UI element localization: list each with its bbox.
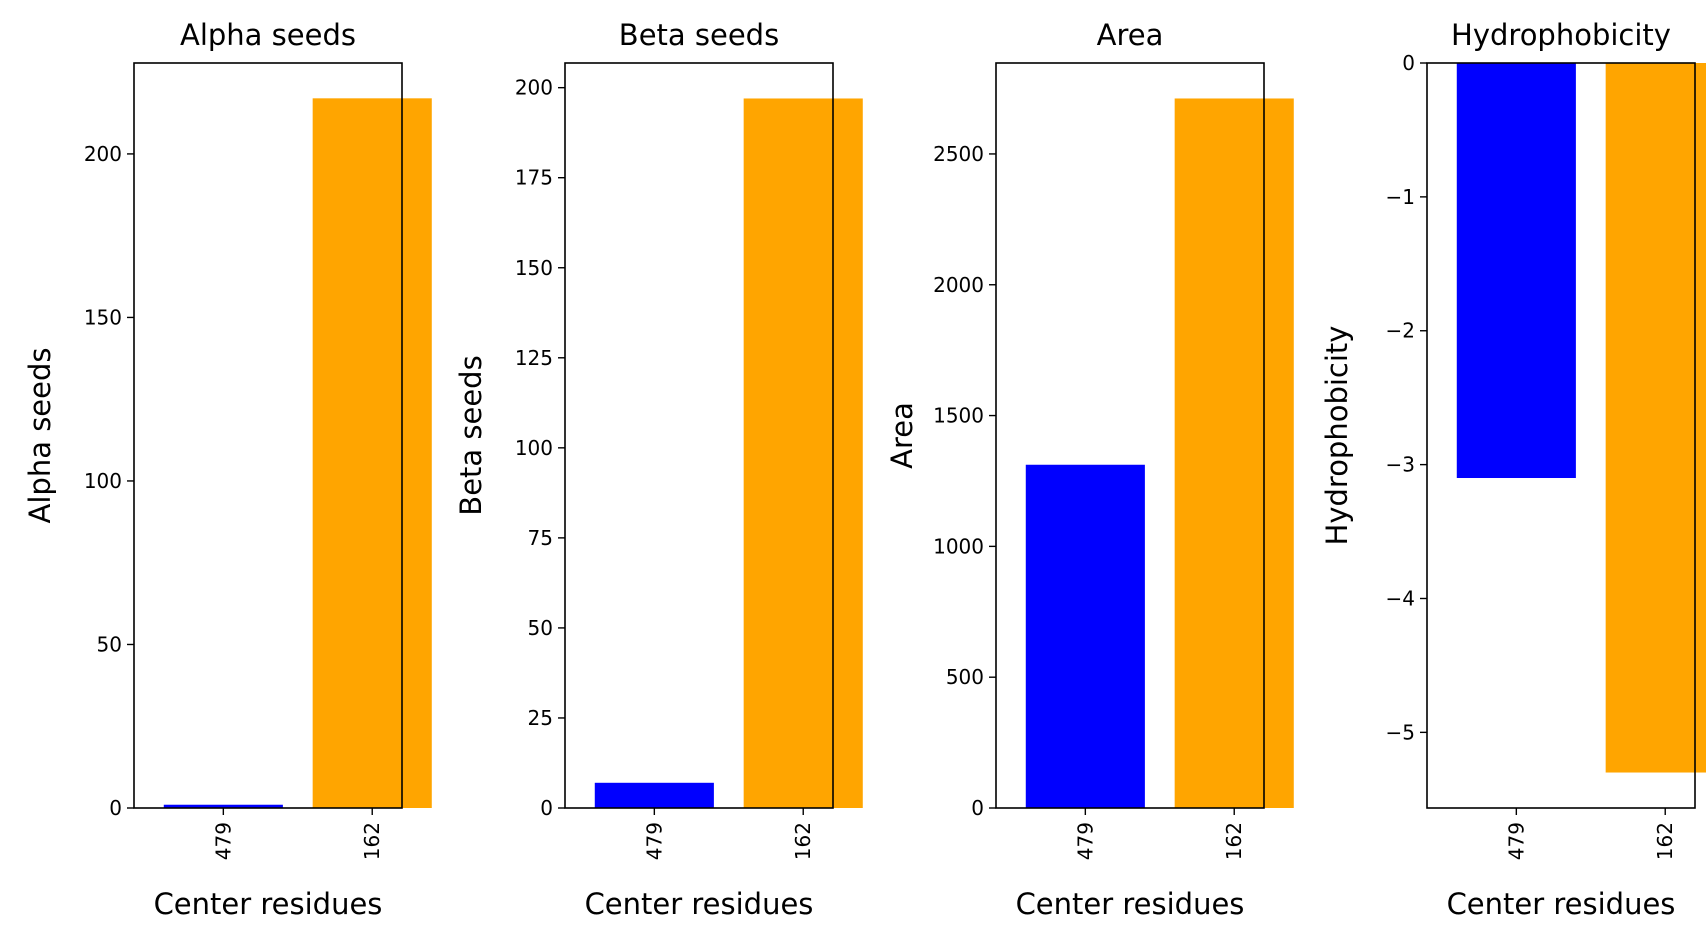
y-tick-label: 2000 (933, 273, 984, 297)
bar-162 (312, 98, 432, 809)
plot-frame (995, 62, 1265, 809)
y-tick-label: 0 (971, 796, 984, 820)
y-tick-label: 100 (515, 436, 553, 460)
y-tick-label: −3 (1386, 453, 1415, 477)
x-axis-label: Center residues (1447, 887, 1676, 921)
bar-479 (1456, 63, 1576, 479)
bar-479 (594, 782, 714, 808)
chart-panel-3: 0 500 1000 1500 2000 2500 479 162 Area Center res… (885, 18, 1294, 921)
y-tick-label: −5 (1386, 720, 1415, 744)
y-tick-label: 50 (97, 632, 122, 656)
y-axis-label: Alpha seeds (23, 348, 57, 524)
y-tick-label: 75 (528, 526, 553, 550)
bar-479 (163, 804, 283, 808)
y-tick-label: 200 (84, 142, 122, 166)
y-tick-label: 150 (515, 256, 553, 280)
chart-panel-4: 0 −1 −2 −3 −4 −5 479 162 Hydrophobicity Center re… (1320, 18, 1706, 921)
y-tick-label: −4 (1386, 586, 1415, 610)
x-tick-label: 479 (211, 822, 235, 860)
x-axis-label: Center residues (585, 887, 814, 921)
x-tick-label: 162 (791, 822, 815, 860)
y-tick-label: 0 (540, 796, 553, 820)
plot-frame (133, 62, 403, 809)
x-tick-label: 479 (1504, 822, 1528, 860)
y-tick-label: 0 (1402, 51, 1415, 75)
x-tick-label: 162 (1222, 822, 1246, 860)
bar-479 (1025, 464, 1145, 808)
y-axis-label: Beta seeds (454, 355, 488, 515)
y-tick-label: 100 (84, 469, 122, 493)
y-tick-label: 125 (515, 346, 553, 370)
chart-panel-1: 0 50 100 150 200 479 162 Alpha seeds Center resi… (23, 18, 432, 921)
chart-title: Alpha seeds (180, 18, 356, 52)
y-tick-label: 1000 (933, 534, 984, 558)
x-tick-label: 479 (642, 822, 666, 860)
chart-panel-2: 0 25 50 75 100 125 150 175 200 479 162 Beta seeds Ce… (454, 18, 863, 921)
y-tick-label: 500 (946, 665, 984, 689)
y-tick-label: 0 (109, 796, 122, 820)
y-tick-label: 50 (528, 616, 553, 640)
x-tick-label: 479 (1073, 822, 1097, 860)
y-tick-label: 200 (515, 76, 553, 100)
chart-title: Beta seeds (619, 18, 779, 52)
x-axis-label: Center residues (154, 887, 383, 921)
bar-162 (743, 98, 863, 808)
y-tick-label: 150 (84, 305, 122, 329)
y-tick-label: 175 (515, 166, 553, 190)
chart-title: Hydrophobicity (1451, 18, 1671, 52)
y-tick-label: −1 (1386, 185, 1415, 209)
x-axis-label: Center residues (1016, 887, 1245, 921)
x-tick-label: 162 (1653, 822, 1677, 860)
y-tick-label: 25 (528, 706, 553, 730)
y-axis-label: Hydrophobicity (1320, 326, 1354, 546)
y-tick-label: 2500 (933, 142, 984, 166)
y-tick-label: −2 (1386, 319, 1415, 343)
plot-frame (564, 62, 834, 809)
bar-162 (1605, 63, 1706, 773)
plot-frame (1426, 62, 1696, 809)
x-tick-label: 162 (360, 822, 384, 860)
chart-title: Area (1097, 18, 1164, 52)
y-tick-label: 1500 (933, 404, 984, 428)
bar-162 (1174, 98, 1294, 808)
y-axis-label: Area (885, 402, 919, 469)
